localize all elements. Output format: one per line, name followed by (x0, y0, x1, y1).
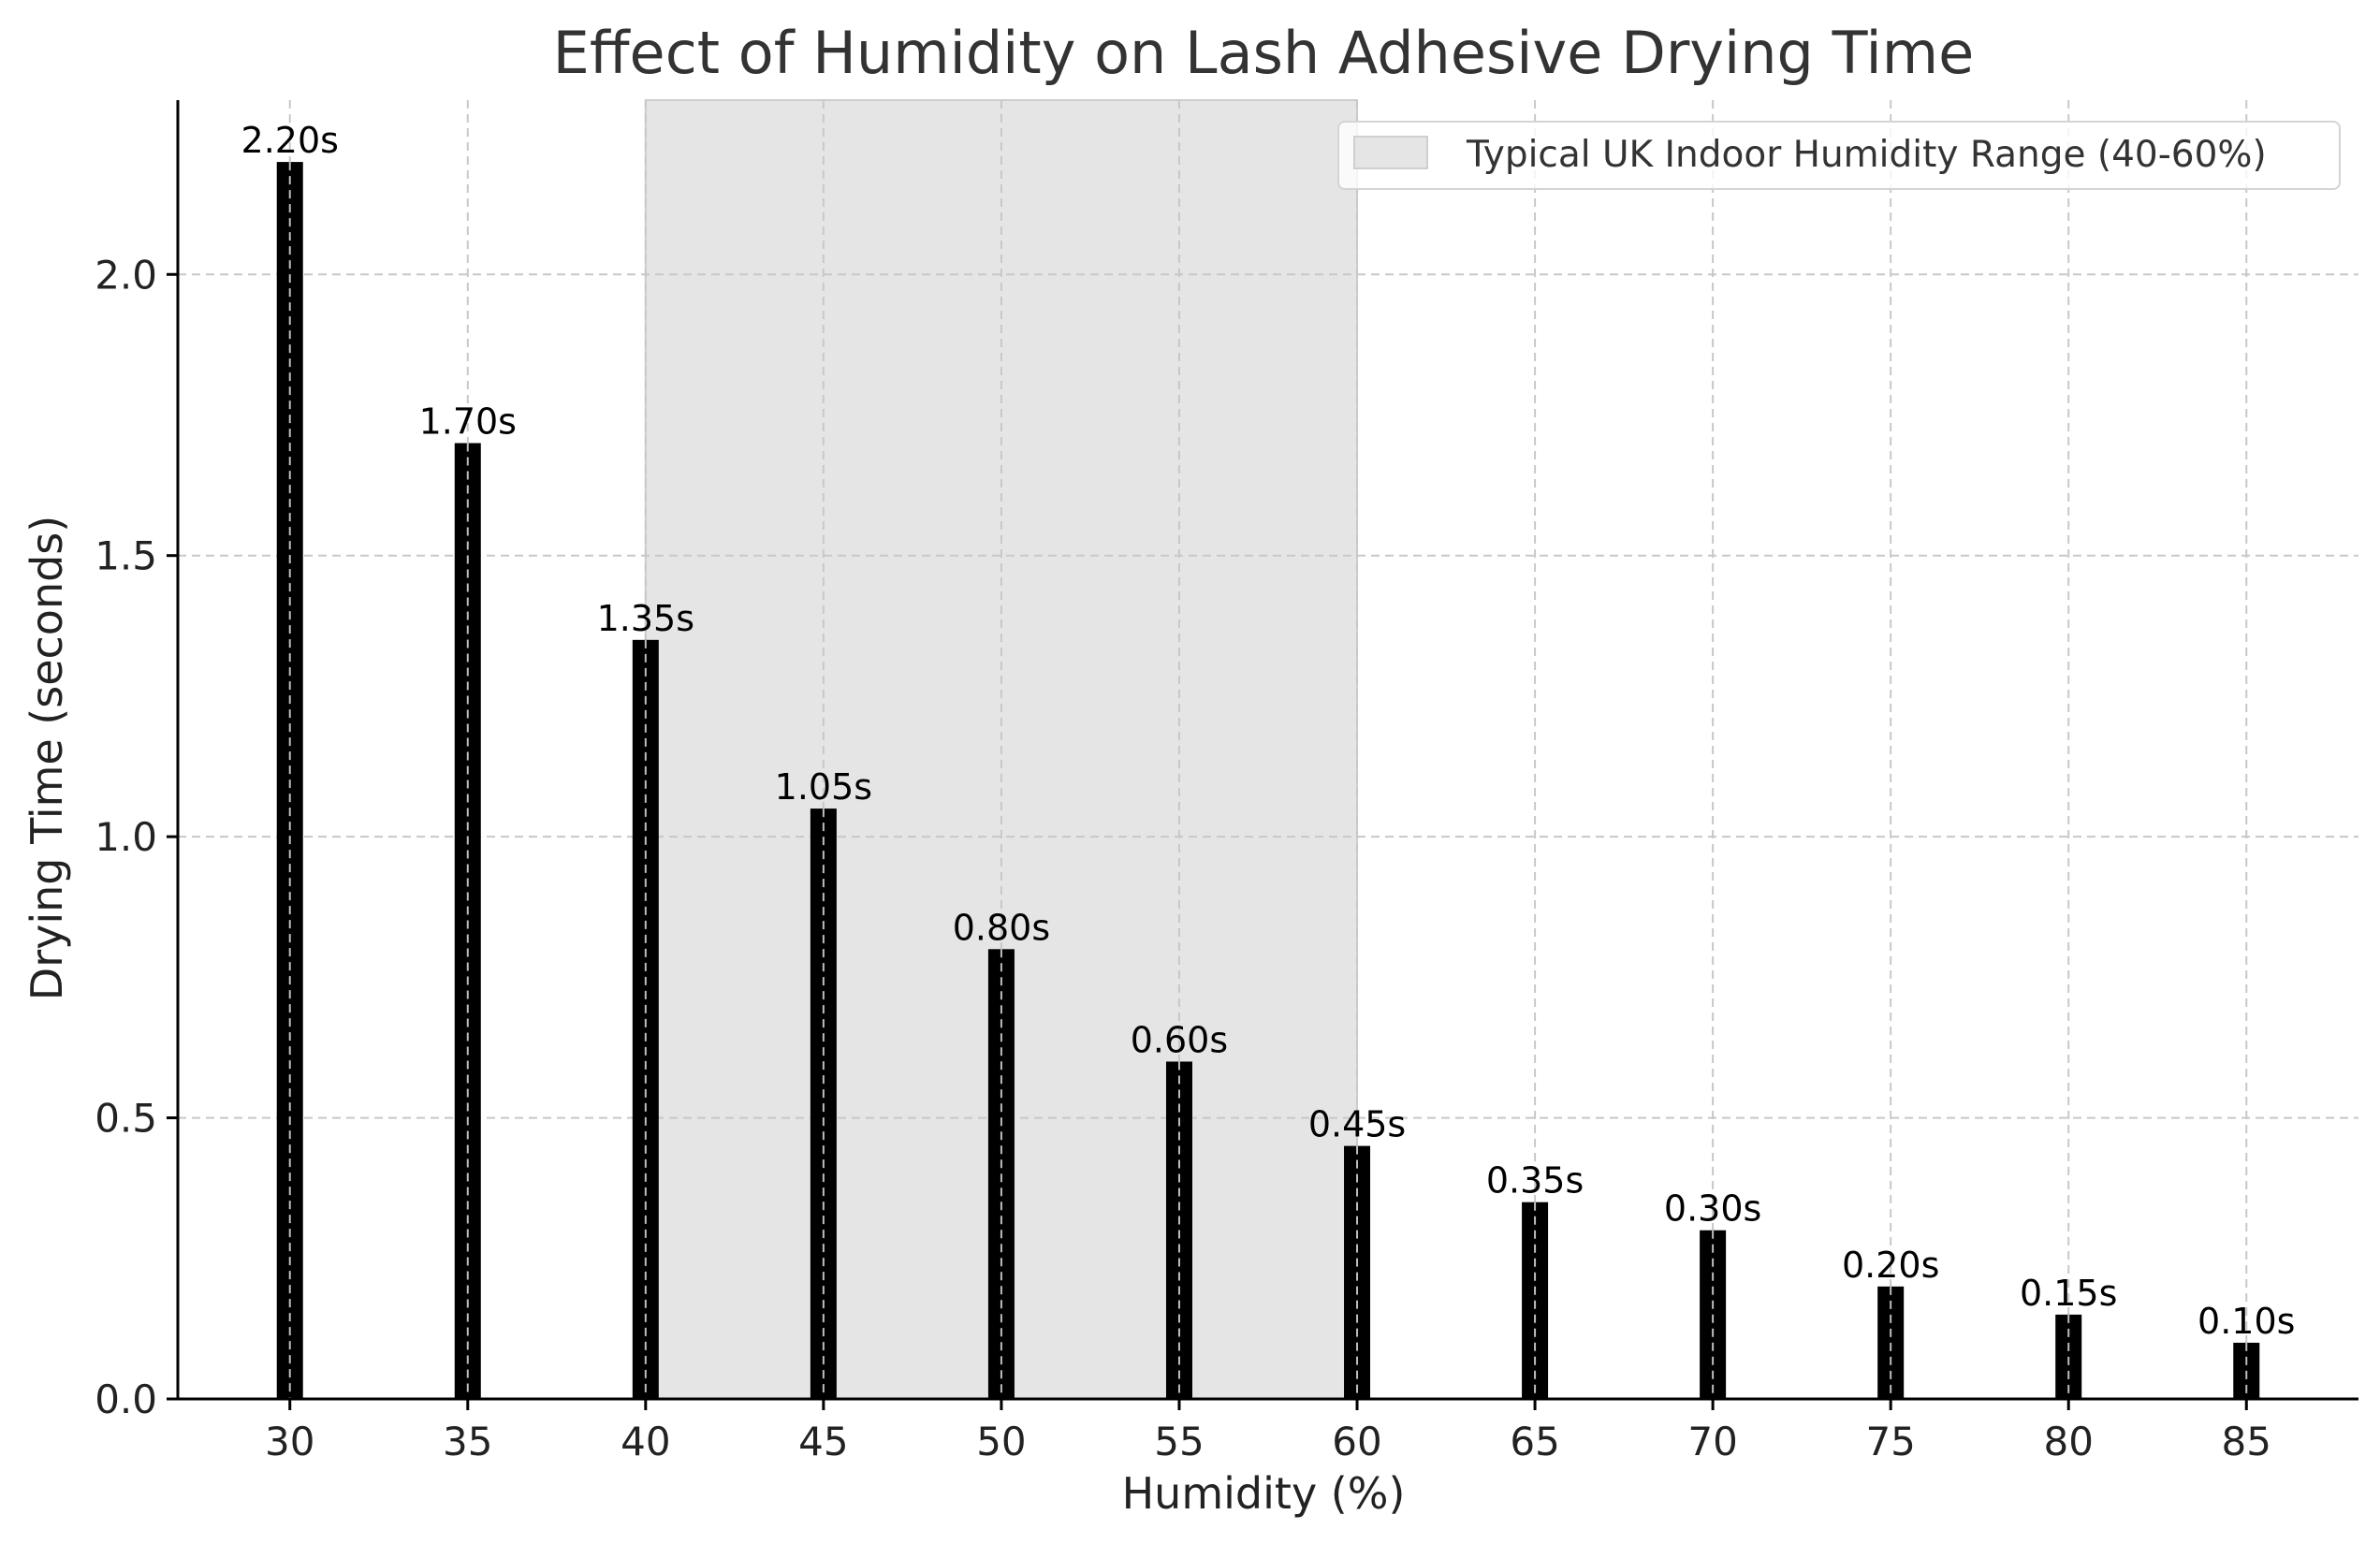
data-label-80: 0.15s (2020, 1273, 2117, 1314)
y-axis-label: Drying Time (seconds) (22, 516, 72, 1000)
x-tick-label-4: 50 (976, 1419, 1026, 1464)
data-label-60: 0.45s (1308, 1104, 1406, 1145)
x-tick-label-10: 80 (2043, 1419, 2093, 1464)
x-tick-label-3: 45 (798, 1419, 848, 1464)
x-tick-label-2: 40 (621, 1419, 670, 1464)
x-axis-label: Humidity (%) (1122, 1468, 1406, 1519)
x-tick-label-6: 60 (1332, 1419, 1381, 1464)
y-tick-label-1: 0.5 (95, 1096, 157, 1142)
data-label-30: 2.20s (241, 120, 339, 161)
x-tick-label-5: 55 (1154, 1419, 1204, 1464)
x-tick-label-11: 85 (2222, 1419, 2271, 1464)
y-tick-label-3: 1.5 (95, 533, 157, 579)
x-tick-label-8: 70 (1687, 1419, 1737, 1464)
x-tick-label-1: 35 (443, 1419, 492, 1464)
tick-layer: 0.0 0.5 1.0 1.5 2.0 30 35 40 45 50 55 60 65 70 75 80 85 (95, 252, 2271, 1464)
legend-entry-label: Typical UK Indoor Humidity Range (40-60%… (1466, 134, 2267, 176)
data-label-40: 1.35s (597, 598, 694, 639)
legend-swatch (1353, 136, 1428, 169)
y-tick-label-2: 1.0 (95, 814, 157, 860)
x-tick-label-9: 75 (1865, 1419, 1915, 1464)
data-label-75: 0.20s (1842, 1245, 1939, 1286)
axis-layer (176, 100, 2358, 1401)
y-tick-label-4: 2.0 (95, 252, 157, 298)
data-label-35: 1.70s (419, 401, 517, 443)
legend: Typical UK Indoor Humidity Range (40-60%… (1337, 121, 2341, 190)
bar-layer (276, 162, 2260, 1400)
data-label-45: 1.05s (775, 766, 872, 808)
y-tick-label-0: 0.0 (95, 1376, 157, 1422)
x-tick-label-0: 30 (265, 1419, 314, 1464)
legend-box (1337, 121, 2341, 190)
data-label-65: 0.35s (1486, 1160, 1584, 1202)
data-label-55: 0.60s (1131, 1019, 1228, 1060)
chart-title: Effect of Humidity on Lash Adhesive Dryi… (553, 19, 1975, 87)
data-label-70: 0.30s (1664, 1188, 1761, 1230)
data-label-layer: 2.20s 1.70s 1.35s 1.05s 0.80s 0.60s 0.45s 0.35s… (241, 120, 2296, 1342)
data-label-50: 0.80s (953, 907, 1050, 948)
data-label-85: 0.10s (2197, 1301, 2295, 1342)
x-tick-label-7: 65 (1510, 1419, 1559, 1464)
